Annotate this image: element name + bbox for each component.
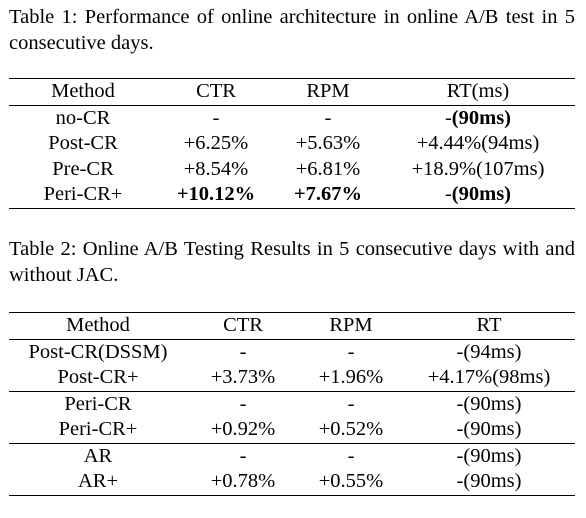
table-row: Pre-CR +8.54% +6.81% +18.9%(107ms) bbox=[9, 157, 575, 183]
rpm-cell: +6.81% bbox=[295, 157, 361, 180]
table2-header-row: Method CTR RPM RT bbox=[9, 312, 575, 340]
rpm-cell: - bbox=[299, 442, 403, 469]
table1: Method CTR RPM RT(ms) no-CR - - -(90ms) Post… bbox=[9, 78, 575, 209]
rpm-cell: +7.67% bbox=[275, 182, 381, 209]
rt-value: +18.9%(107ms) bbox=[411, 157, 545, 180]
rt-value: - bbox=[444, 183, 452, 205]
table-row: no-CR - - -(90ms) bbox=[9, 105, 575, 131]
rt-cell: -(90ms) bbox=[381, 105, 575, 131]
table2-caption: Table 2: Online A/B Testing Results in 5… bbox=[9, 238, 575, 286]
ctr-cell: +6.25% bbox=[183, 132, 249, 154]
table2: Method CTR RPM RT Post-CR(DSSM) - - -(94ms)… bbox=[9, 312, 575, 496]
method-cell: Peri-CR+ bbox=[58, 418, 138, 440]
rpm-cell: +1.96% bbox=[318, 366, 384, 388]
table-row: Post-CR+ +3.73% +1.96% +4.17%(98ms) bbox=[9, 365, 575, 391]
table-row: Peri-CR - - -(90ms) bbox=[9, 390, 575, 417]
rpm-cell: - bbox=[347, 340, 355, 363]
ctr-cell: +10.12% bbox=[157, 182, 275, 209]
rt-value-bold: (90ms) bbox=[451, 183, 512, 205]
table1-header-rt: RT(ms) bbox=[381, 78, 575, 106]
table1-caption: Table 1: Performance of online architect… bbox=[9, 6, 575, 54]
table1-header-rpm: RPM bbox=[275, 78, 381, 106]
method-cell: Post-CR(DSSM) bbox=[28, 340, 168, 363]
rt-cell: -(94ms) bbox=[456, 340, 522, 363]
rt-cell: -(90ms) bbox=[381, 182, 575, 209]
rt-cell: -(90ms) bbox=[403, 469, 575, 496]
table1-header-method: Method bbox=[9, 78, 157, 106]
table-row: AR+ +0.78% +0.55% -(90ms) bbox=[9, 469, 575, 496]
ctr-cell: +3.73% bbox=[210, 366, 276, 388]
rt-cell: +4.17%(98ms) bbox=[427, 366, 551, 388]
rt-cell: -(90ms) bbox=[403, 390, 575, 417]
rt-value: +4.44%(94ms) bbox=[416, 132, 540, 154]
rt-cell: -(90ms) bbox=[456, 418, 522, 440]
ctr-cell: +0.78% bbox=[187, 469, 299, 496]
rpm-cell: - bbox=[324, 106, 332, 129]
table-row: Peri-CR+ +10.12% +7.67% -(90ms) bbox=[9, 182, 575, 209]
rt-value-bold: (90ms) bbox=[451, 106, 512, 129]
table2-header-method: Method bbox=[9, 312, 187, 340]
method-cell: Peri-CR bbox=[9, 390, 187, 417]
table1-header-row: Method CTR RPM RT(ms) bbox=[9, 78, 575, 106]
method-cell: Post-CR bbox=[48, 132, 118, 154]
ctr-cell: - bbox=[212, 106, 220, 129]
ctr-cell: - bbox=[187, 390, 299, 417]
table-row: Peri-CR+ +0.92% +0.52% -(90ms) bbox=[9, 417, 575, 443]
table2-header-ctr: CTR bbox=[187, 312, 299, 340]
table2-header-rpm: RPM bbox=[299, 312, 403, 340]
table-row: AR - - -(90ms) bbox=[9, 442, 575, 469]
table1-header-ctr: CTR bbox=[157, 78, 275, 106]
rpm-cell: - bbox=[299, 390, 403, 417]
rpm-cell: +5.63% bbox=[295, 132, 361, 154]
method-cell: AR+ bbox=[9, 469, 187, 496]
table-row: Post-CR +6.25% +5.63% +4.44%(94ms) bbox=[9, 131, 575, 157]
method-cell: AR bbox=[9, 442, 187, 469]
ctr-cell: +0.92% bbox=[210, 418, 276, 440]
rpm-cell: +0.52% bbox=[318, 418, 384, 440]
rt-value: - bbox=[444, 106, 452, 129]
rt-cell: +18.9%(107ms) bbox=[381, 157, 575, 183]
rpm-cell: +0.55% bbox=[299, 469, 403, 496]
method-cell: no-CR bbox=[55, 106, 111, 129]
table-row: Post-CR(DSSM) - - -(94ms) bbox=[9, 339, 575, 365]
ctr-cell: - bbox=[239, 340, 247, 363]
rt-cell: +4.44%(94ms) bbox=[381, 131, 575, 157]
method-cell: Pre-CR bbox=[52, 157, 114, 180]
rt-cell: -(90ms) bbox=[403, 442, 575, 469]
ctr-cell: +8.54% bbox=[183, 157, 249, 180]
ctr-cell: - bbox=[187, 442, 299, 469]
method-cell: Post-CR+ bbox=[57, 366, 139, 388]
table2-header-rt: RT bbox=[403, 312, 575, 340]
method-cell: Peri-CR+ bbox=[9, 182, 157, 209]
